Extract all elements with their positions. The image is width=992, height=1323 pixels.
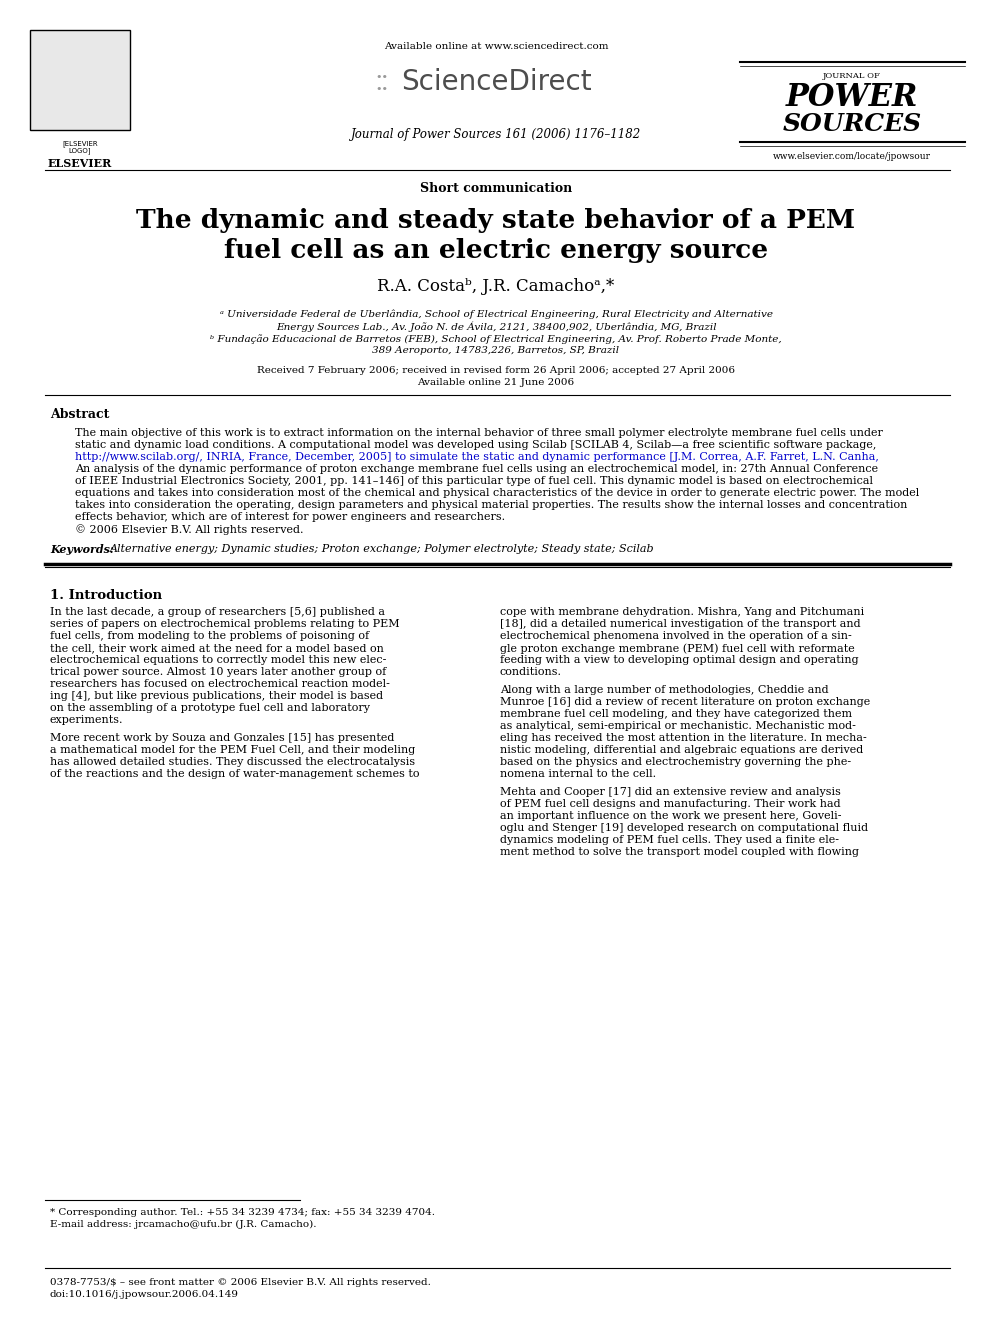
Text: 1. Introduction: 1. Introduction [50, 589, 162, 602]
Text: Energy Sources Lab., Av. João N. de Ávila, 2121, 38400,902, Uberlândia, MG, Braz: Energy Sources Lab., Av. João N. de Ávil… [276, 321, 716, 332]
Text: * Corresponding author. Tel.: +55 34 3239 4734; fax: +55 34 3239 4704.: * Corresponding author. Tel.: +55 34 323… [50, 1208, 435, 1217]
Text: doi:10.1016/j.jpowsour.2006.04.149: doi:10.1016/j.jpowsour.2006.04.149 [50, 1290, 239, 1299]
Text: In the last decade, a group of researchers [5,6] published a: In the last decade, a group of researche… [50, 607, 385, 617]
Text: a mathematical model for the PEM Fuel Cell, and their modeling: a mathematical model for the PEM Fuel Ce… [50, 745, 416, 755]
Text: E-mail address: jrcamacho@ufu.br (J.R. Camacho).: E-mail address: jrcamacho@ufu.br (J.R. C… [50, 1220, 316, 1229]
Text: ScienceDirect: ScienceDirect [401, 67, 591, 97]
Text: series of papers on electrochemical problems relating to PEM: series of papers on electrochemical prob… [50, 619, 400, 628]
Text: membrane fuel cell modeling, and they have categorized them: membrane fuel cell modeling, and they ha… [500, 709, 852, 718]
Bar [30, 30, 130, 130]
Text: nomena internal to the cell.: nomena internal to the cell. [500, 769, 656, 779]
Text: on the assembling of a prototype fuel cell and laboratory: on the assembling of a prototype fuel ce… [50, 703, 370, 713]
Text: Alternative energy; Dynamic studies; Proton exchange; Polymer electrolyte; Stead: Alternative energy; Dynamic studies; Pro… [110, 544, 655, 554]
Text: effects behavior, which are of interest for power engineers and researchers.: effects behavior, which are of interest … [75, 512, 505, 523]
Text: Available online at www.sciencedirect.com: Available online at www.sciencedirect.co… [384, 42, 608, 52]
Text: Available online 21 June 2006: Available online 21 June 2006 [418, 378, 574, 388]
Text: Received 7 February 2006; received in revised form 26 April 2006; accepted 27 Ap: Received 7 February 2006; received in re… [257, 366, 735, 374]
Text: R.A. Costaᵇ, J.R. Camachoᵃ,*: R.A. Costaᵇ, J.R. Camachoᵃ,* [377, 278, 615, 295]
Text: of PEM fuel cell designs and manufacturing. Their work had: of PEM fuel cell designs and manufacturi… [500, 799, 840, 808]
Text: the cell, their work aimed at the need for a model based on: the cell, their work aimed at the need f… [50, 643, 384, 654]
Text: trical power source. Almost 10 years later another group of: trical power source. Almost 10 years lat… [50, 667, 386, 677]
Text: conditions.: conditions. [500, 667, 562, 677]
Text: dynamics modeling of PEM fuel cells. They used a finite ele-: dynamics modeling of PEM fuel cells. The… [500, 835, 839, 845]
Text: cope with membrane dehydration. Mishra, Yang and Pitchumani: cope with membrane dehydration. Mishra, … [500, 607, 864, 617]
Text: [ELSEVIER
LOGO]: [ELSEVIER LOGO] [62, 140, 98, 155]
Text: The dynamic and steady state behavior of a PEM: The dynamic and steady state behavior of… [137, 208, 855, 233]
Text: 0378-7753/$ – see front matter © 2006 Elsevier B.V. All rights reserved.: 0378-7753/$ – see front matter © 2006 El… [50, 1278, 431, 1287]
Text: Along with a large number of methodologies, Cheddie and: Along with a large number of methodologi… [500, 685, 828, 695]
Text: equations and takes into consideration most of the chemical and physical charact: equations and takes into consideration m… [75, 488, 920, 497]
Text: JOURNAL OF: JOURNAL OF [823, 71, 881, 79]
Text: 389 Aeroporto, 14783,226, Barretos, SP, Brazil: 389 Aeroporto, 14783,226, Barretos, SP, … [372, 347, 620, 355]
Text: an important influence on the work we present here, Goveli-: an important influence on the work we pr… [500, 811, 841, 822]
Text: as analytical, semi-empirical or mechanistic. Mechanistic mod-: as analytical, semi-empirical or mechani… [500, 721, 856, 732]
Text: http://www.scilab.org/, INRIA, France, December, 2005] to simulate the static an: http://www.scilab.org/, INRIA, France, D… [75, 452, 879, 462]
Text: Keywords:: Keywords: [50, 544, 114, 556]
Text: oglu and Stenger [19] developed research on computational fluid: oglu and Stenger [19] developed research… [500, 823, 868, 833]
Text: based on the physics and electrochemistry governing the phe-: based on the physics and electrochemistr… [500, 757, 851, 767]
Text: electrochemical equations to correctly model this new elec-: electrochemical equations to correctly m… [50, 655, 386, 665]
Text: Short communication: Short communication [420, 183, 572, 194]
Text: experiments.: experiments. [50, 714, 123, 725]
Text: POWER: POWER [786, 82, 919, 112]
Text: More recent work by Souza and Gonzales [15] has presented: More recent work by Souza and Gonzales [… [50, 733, 395, 744]
Text: gle proton exchange membrane (PEM) fuel cell with reformate: gle proton exchange membrane (PEM) fuel … [500, 643, 855, 654]
Text: Abstract: Abstract [50, 407, 109, 421]
Text: eling has received the most attention in the literature. In mecha-: eling has received the most attention in… [500, 733, 867, 744]
Text: ELSEVIER: ELSEVIER [48, 157, 112, 169]
Text: fuel cell as an electric energy source: fuel cell as an electric energy source [224, 238, 768, 263]
Text: static and dynamic load conditions. A computational model was developed using Sc: static and dynamic load conditions. A co… [75, 441, 876, 450]
Text: feeding with a view to developing optimal design and operating: feeding with a view to developing optima… [500, 655, 859, 665]
Text: [18], did a detailed numerical investigation of the transport and: [18], did a detailed numerical investiga… [500, 619, 861, 628]
Text: ••
••: •• •• [375, 71, 389, 94]
Text: Journal of Power Sources 161 (2006) 1176–1182: Journal of Power Sources 161 (2006) 1176… [351, 128, 641, 142]
Text: ing [4], but like previous publications, their model is based: ing [4], but like previous publications,… [50, 691, 383, 701]
Text: electrochemical phenomena involved in the operation of a sin-: electrochemical phenomena involved in th… [500, 631, 852, 642]
Text: An analysis of the dynamic performance of proton exchange membrane fuel cells us: An analysis of the dynamic performance o… [75, 464, 878, 474]
Text: has allowed detailed studies. They discussed the electrocatalysis: has allowed detailed studies. They discu… [50, 757, 415, 767]
Text: fuel cells, from modeling to the problems of poisoning of: fuel cells, from modeling to the problem… [50, 631, 369, 642]
Text: of the reactions and the design of water-management schemes to: of the reactions and the design of water… [50, 769, 420, 779]
Text: Munroe [16] did a review of recent literature on proton exchange: Munroe [16] did a review of recent liter… [500, 697, 870, 706]
Text: ment method to solve the transport model coupled with flowing: ment method to solve the transport model… [500, 847, 859, 857]
Text: SOURCES: SOURCES [783, 112, 922, 136]
Text: Mehta and Cooper [17] did an extensive review and analysis: Mehta and Cooper [17] did an extensive r… [500, 787, 841, 796]
Text: takes into consideration the operating, design parameters and physical material : takes into consideration the operating, … [75, 500, 908, 509]
Text: © 2006 Elsevier B.V. All rights reserved.: © 2006 Elsevier B.V. All rights reserved… [75, 524, 304, 534]
Text: ᵃ Universidade Federal de Uberlândia, School of Electrical Engineering, Rural El: ᵃ Universidade Federal de Uberlândia, Sc… [219, 310, 773, 319]
Text: www.elsevier.com/locate/jpowsour: www.elsevier.com/locate/jpowsour [773, 152, 931, 161]
Text: ᵇ Fundação Educacional de Barretos (FEB), School of Electrical Engineering, Av. : ᵇ Fundação Educacional de Barretos (FEB)… [210, 333, 782, 344]
Text: researchers has focused on electrochemical reaction model-: researchers has focused on electrochemic… [50, 679, 390, 689]
Text: of IEEE Industrial Electronics Society, 2001, pp. 141–146] of this particular ty: of IEEE Industrial Electronics Society, … [75, 476, 873, 486]
Text: The main objective of this work is to extract information on the internal behavi: The main objective of this work is to ex… [75, 429, 883, 438]
Text: nistic modeling, differential and algebraic equations are derived: nistic modeling, differential and algebr… [500, 745, 863, 755]
